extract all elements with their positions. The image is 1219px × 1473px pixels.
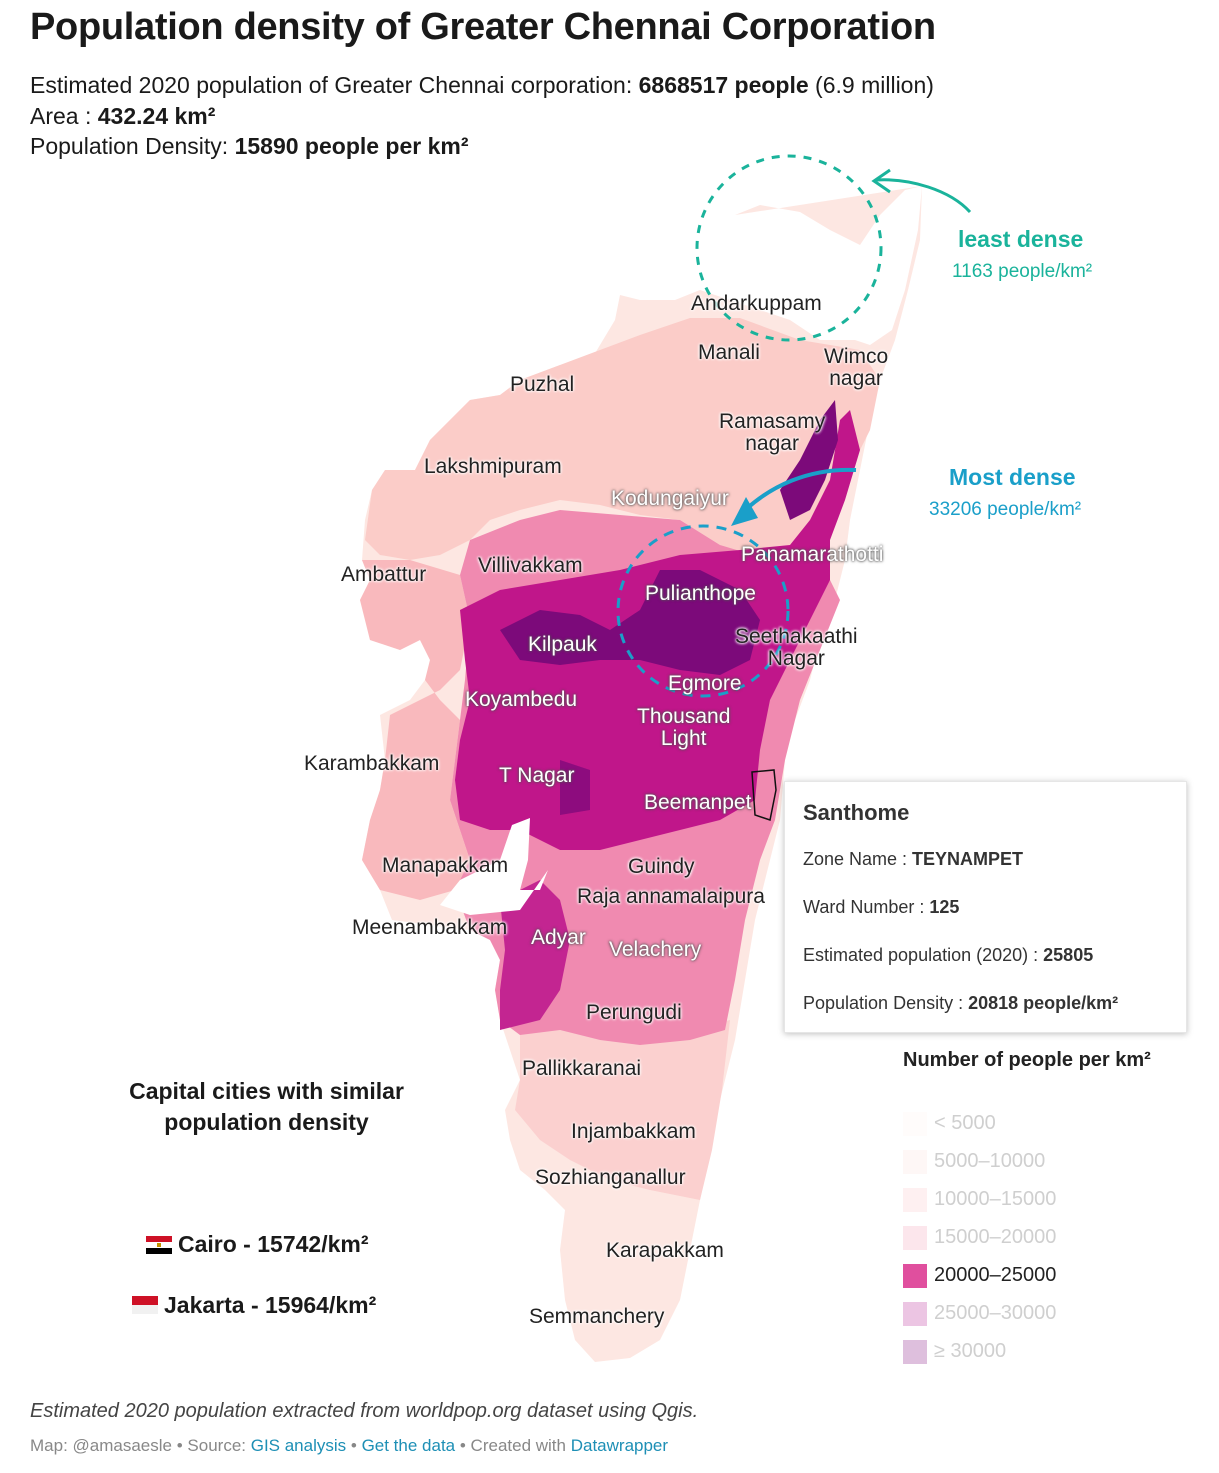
region-dense-strip[interactable] (780, 400, 838, 520)
legend-swatch (903, 1150, 927, 1174)
legend-swatch (903, 1340, 927, 1364)
legend-label: 10000–15000 (934, 1188, 1057, 1210)
place-label-manapakkam: Manapakkam (382, 854, 509, 877)
place-label-kilpauk: Kilpauk (528, 633, 597, 656)
place-label-egmore: Egmore (668, 672, 742, 695)
footnote: Estimated 2020 population extracted from… (30, 1400, 699, 1422)
region-adyar-dark[interactable] (500, 880, 570, 1030)
source-link[interactable]: GIS analysis (250, 1436, 347, 1455)
credits: Map: @amasaesle • Source: GIS analysis •… (30, 1436, 669, 1455)
chart-title: Population density of Greater Chennai Co… (30, 6, 936, 48)
region-west-light[interactable] (360, 560, 470, 900)
least-dense-value: 1163 people/km² (952, 261, 1093, 282)
region-tnagar-dense[interactable] (560, 760, 590, 815)
place-label-velachery: Velachery (609, 938, 702, 961)
place-label-perungudi: Perungudi (586, 1001, 682, 1024)
place-label-tnagar: T Nagar (499, 764, 575, 787)
place-label-seethakaathi: Seethakaathi Nagar (735, 625, 858, 670)
legend-label: 25000–30000 (934, 1302, 1057, 1324)
ward-tooltip: Santhome Zone Name : TEYNAMPET Ward Numb… (784, 781, 1187, 1033)
egypt-flag-icon (146, 1236, 172, 1254)
place-label-semmanchery: Semmanchery (529, 1305, 665, 1328)
tooltip-ward: Ward Number : 125 (803, 897, 960, 917)
most-dense-label: Most dense (949, 464, 1076, 490)
place-label-adyar: Adyar (531, 926, 586, 949)
place-label-koyambedu: Koyambedu (465, 688, 578, 711)
airport-cutout (440, 818, 548, 915)
legend-title: Number of people per km² (903, 1049, 1151, 1071)
legend-swatch (903, 1302, 927, 1326)
place-label-injambakkam: Injambakkam (571, 1120, 696, 1143)
least-dense-label: least dense (958, 226, 1084, 252)
place-label-meenambakkam: Meenambakkam (352, 916, 508, 939)
least-dense-circle (695, 154, 883, 342)
least-dense-arrowhead (871, 168, 891, 194)
least-dense-arrow (875, 178, 972, 214)
place-label-lakshmipuram: Lakshmipuram (424, 455, 562, 478)
legend-label: 20000–25000 (934, 1264, 1057, 1286)
capitals-title: Capital cities with similar population d… (129, 1078, 404, 1135)
place-label-kodungaiyur: Kodungaiyur (611, 487, 729, 510)
place-label-andarkuppam: Andarkuppam (691, 292, 822, 315)
place-label-karambakkam: Karambakkam (304, 752, 440, 775)
place-label-pulianthope: Pulianthope (645, 582, 756, 605)
place-label-sozhianganallur: Sozhianganallur (535, 1166, 686, 1189)
datawrapper-link[interactable]: Datawrapper (570, 1436, 669, 1455)
legend-swatch (903, 1112, 927, 1136)
tooltip-title: Santhome (803, 800, 910, 825)
place-label-wimco: Wimco nagar (824, 345, 889, 390)
place-label-guindy: Guindy (628, 855, 695, 878)
place-label-beemanpet: Beemanpet (644, 791, 752, 814)
most-dense-circle (616, 524, 790, 698)
legend-label: ≥ 30000 (934, 1340, 1007, 1362)
legend-swatch (903, 1226, 927, 1250)
tooltip-population: Estimated population (2020) : 25805 (803, 945, 1094, 965)
most-dense-arrowhead (731, 497, 758, 526)
subtitle-density: Population Density: 15890 people per km² (30, 133, 469, 159)
place-label-thousandlight: Thousand Light (637, 705, 731, 750)
tooltip-zone: Zone Name : TEYNAMPET (803, 849, 1024, 869)
place-label-rajaannamalai: Raja annamalaipura (577, 885, 765, 908)
subtitle-population: Estimated 2020 population of Greater Che… (30, 72, 934, 98)
legend-swatch (903, 1188, 927, 1212)
place-label-manali: Manali (698, 341, 760, 364)
most-dense-value: 33206 people/km² (929, 499, 1082, 520)
legend-label: 5000–10000 (934, 1150, 1046, 1172)
city-jakarta-label: Jakarta - 15964/km² (164, 1292, 377, 1318)
santhome-ward-outline[interactable] (751, 769, 777, 821)
region-south-light[interactable] (515, 1020, 730, 1200)
city-cairo-label: Cairo - 15742/km² (178, 1231, 369, 1257)
place-label-villivakkam: Villivakkam (478, 554, 583, 577)
map-credit: Map: @amasaesle (30, 1436, 172, 1455)
place-label-pallikkaranai: Pallikkaranai (522, 1057, 642, 1080)
subtitle-area: Area : 432.24 km² (30, 103, 216, 129)
legend-label: < 5000 (934, 1112, 996, 1134)
indonesia-flag-icon (132, 1296, 158, 1314)
place-label-ramasamy: Ramasamy nagar (719, 410, 826, 455)
place-label-ambattur: Ambattur (341, 563, 427, 586)
legend-label: 15000–20000 (934, 1226, 1057, 1248)
legend: Number of people per km² < 5000 5000–1000… (903, 1049, 1151, 1364)
place-label-puzhal: Puzhal (510, 373, 575, 396)
region-mid-light[interactable] (365, 318, 880, 560)
region-densest[interactable] (500, 570, 760, 675)
place-label-panamarathotti: Panamarathotti (741, 543, 884, 566)
place-label-karapakkam: Karapakkam (606, 1239, 724, 1262)
get-data-link[interactable]: Get the data (361, 1436, 456, 1455)
tooltip-density: Population Density : 20818 people/km² (803, 993, 1119, 1013)
legend-swatch (903, 1264, 927, 1288)
